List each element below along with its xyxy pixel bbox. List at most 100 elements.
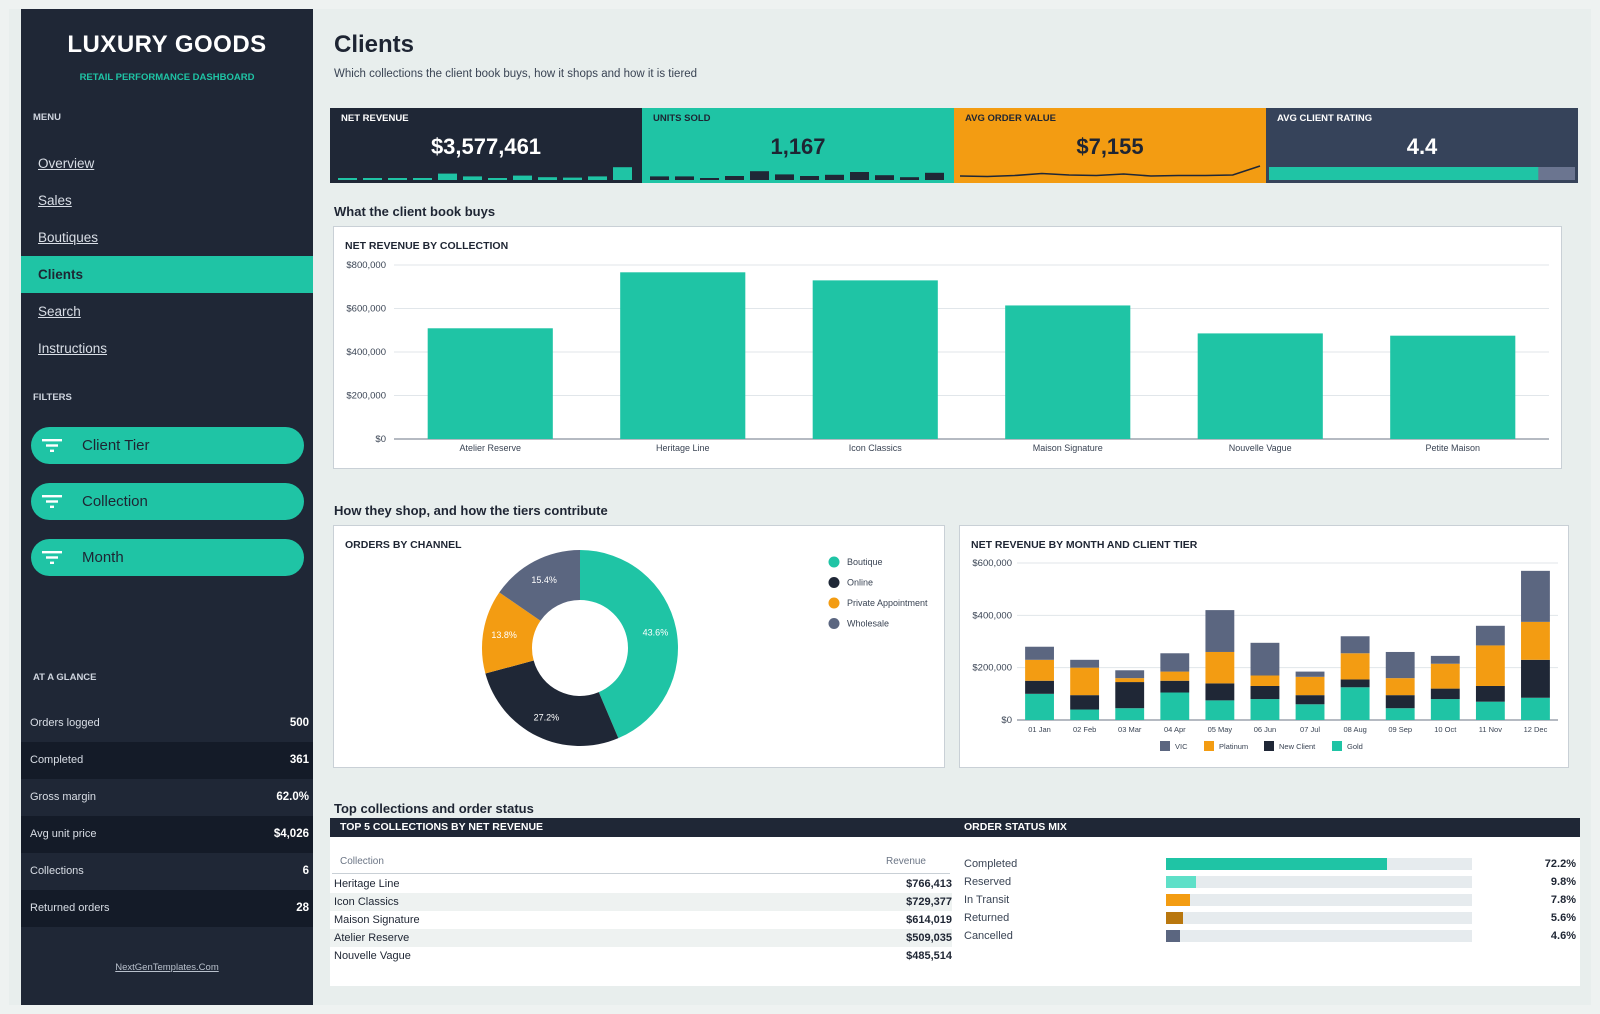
kpi-value: 4.4: [1406, 134, 1438, 159]
stacked-bar-segment: [1250, 642, 1280, 676]
stacked-bar-segment: [1205, 651, 1235, 684]
nav-item-sales[interactable]: Sales: [38, 193, 72, 208]
glance-value: 500: [289, 717, 309, 729]
stacked-bar-segment: [1115, 682, 1145, 709]
x-tick-label: Nouvelle Vague: [1229, 443, 1292, 453]
legend-swatch: [828, 556, 840, 568]
nav-item-search[interactable]: Search: [38, 304, 81, 319]
spark-bar: [900, 177, 919, 180]
status-bar-track: [1166, 858, 1472, 870]
collection-revenue: $509,035: [906, 932, 952, 944]
sparkline: [650, 171, 944, 180]
spark-bar: [563, 177, 582, 180]
glance-row: Gross margin 62.0%: [21, 779, 313, 816]
sidebar: LUXURY GOODS RETAIL PERFORMANCE DASHBOAR…: [21, 9, 313, 1005]
x-tick-label: 01 Jan: [1028, 725, 1051, 734]
spark-bar: [925, 172, 944, 180]
collection-name: Nouvelle Vague: [334, 950, 411, 962]
spark-bar: [388, 178, 407, 180]
stacked-bar-segment: [1385, 708, 1415, 720]
slice-label: 43.6%: [643, 628, 669, 638]
spark-bar: [675, 176, 694, 180]
legend-label: VIC: [1175, 742, 1188, 751]
section-heading: How they shop, and how the tiers contrib…: [334, 503, 608, 518]
column-header-collection: Collection: [340, 856, 384, 867]
glance-row: Orders logged 500: [21, 705, 313, 742]
legend-swatch: [1160, 741, 1170, 751]
spark-bar: [725, 176, 744, 180]
bar: [620, 272, 746, 439]
x-tick-label: 05 May: [1208, 725, 1233, 734]
status-label: In Transit: [964, 894, 1010, 906]
pie-slice: [481, 592, 541, 674]
stacked-bar-segment: [1430, 699, 1460, 720]
bar: [812, 280, 938, 439]
stacked-bar-segment: [1070, 667, 1100, 696]
glance-value: 6: [302, 865, 309, 877]
legend-swatch: [1204, 741, 1214, 751]
pie-slice: [580, 550, 678, 739]
kpi-value: 1,167: [770, 134, 826, 159]
filter-client-tier-button[interactable]: Client Tier: [31, 427, 304, 464]
spark-bar: [363, 178, 382, 180]
filter-month-button[interactable]: Month: [31, 539, 304, 576]
stacked-bar-segment: [1475, 701, 1505, 720]
stacked-bar-segment: [1205, 683, 1235, 701]
slice-label: 27.2%: [534, 712, 560, 722]
rating-bar: [1269, 167, 1575, 180]
stacked-bar-segment: [1160, 680, 1190, 693]
spark-bar: [488, 178, 507, 180]
spark-bar: [800, 176, 819, 180]
stacked-bar-segment: [1025, 646, 1054, 660]
stacked-bar-segment: [1160, 671, 1190, 681]
stacked-bar-segment: [1475, 645, 1505, 686]
orders-by-channel-chart: 43.6% 27.2% 13.8% 15.4% Boutique Online Privat…: [481, 550, 928, 746]
x-tick-label: Petite Maison: [1425, 443, 1480, 453]
slice-label: 13.8%: [491, 630, 517, 640]
y-tick-label: $400,000: [346, 347, 386, 358]
nav-item-instructions[interactable]: Instructions: [38, 341, 108, 356]
nav-item-clients[interactable]: Clients: [21, 256, 313, 293]
spark-bar: [588, 176, 607, 180]
status-bar-fill: [1166, 912, 1184, 924]
filter-collection-button[interactable]: Collection: [31, 483, 304, 520]
x-tick-label: 10 Oct: [1434, 725, 1457, 734]
orders-by-channel-card: 43.6% 27.2% 13.8% 15.4% Boutique Online Privat…: [333, 525, 945, 768]
kpi-units-sold: UNITS SOLD 1,167: [642, 108, 954, 183]
stacked-bar-segment: [1430, 688, 1460, 700]
spark-bar: [413, 178, 432, 180]
spark-bar: [775, 174, 794, 180]
stacked-bar-segment: [1025, 680, 1054, 694]
nav-item-boutiques[interactable]: Boutiques: [38, 230, 99, 245]
glance-label: Collections: [30, 865, 84, 877]
y-tick-label: $0: [1001, 715, 1012, 726]
spark-bar: [750, 171, 769, 180]
status-pct: 7.8%: [1550, 894, 1576, 906]
stacked-bar-segment: [1295, 676, 1325, 696]
rating-fill: [1269, 167, 1539, 180]
stacked-bar-segment: [1115, 670, 1145, 679]
table-row: Atelier Reserve $509,035: [330, 929, 952, 947]
stacked-bar-segment: [1475, 625, 1505, 646]
spark-bar: [700, 178, 719, 180]
bar: [1390, 335, 1516, 439]
status-bar-fill: [1166, 858, 1387, 870]
status-bar-track: [1166, 894, 1472, 906]
legend-label: Boutique: [847, 557, 883, 567]
footer-link[interactable]: NextGenTemplates.Com: [115, 962, 219, 973]
collection-revenue: $485,514: [906, 950, 952, 962]
collection-name: Icon Classics: [334, 896, 399, 908]
x-tick-label: 02 Feb: [1073, 725, 1096, 734]
stacked-bar-segment: [1070, 695, 1100, 710]
revenue-by-month-chart: $0 $200,000 $400,000 $600,000 01 Jan 02 Feb 03…: [972, 558, 1558, 751]
x-tick-label: Atelier Reserve: [459, 443, 521, 453]
spark-bar: [850, 172, 869, 180]
nav-item-overview[interactable]: Overview: [38, 156, 95, 171]
bottom-panel: Collection Revenue Heritage Line $766,413…: [330, 837, 1580, 986]
x-tick-label: Icon Classics: [849, 443, 903, 453]
legend-swatch: [828, 577, 840, 588]
collection-revenue: $729,377: [906, 896, 952, 908]
status-bar-fill: [1166, 894, 1190, 906]
x-tick-label: 09 Sep: [1388, 725, 1412, 734]
slice-label: 15.4%: [531, 575, 557, 585]
